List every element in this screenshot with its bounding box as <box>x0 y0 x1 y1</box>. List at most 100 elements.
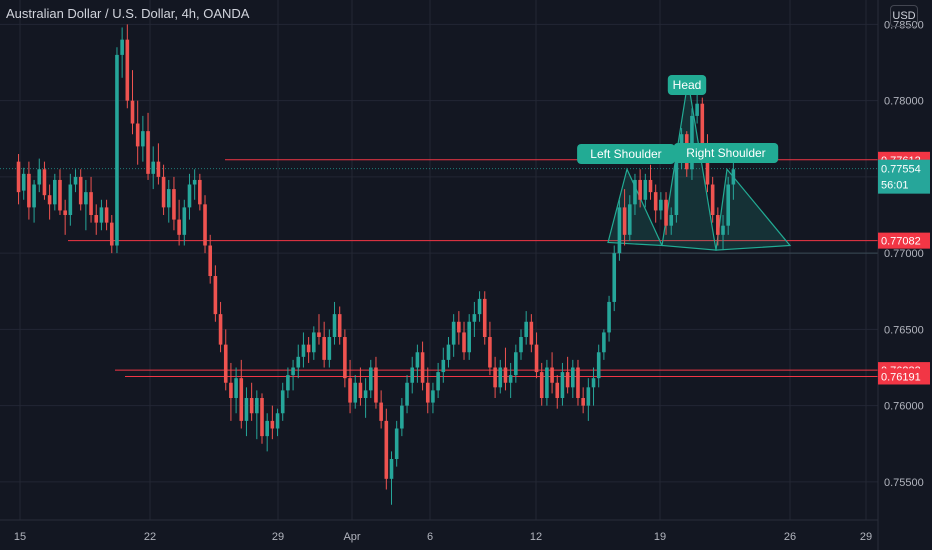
candle[interactable] <box>21 167 26 200</box>
candle[interactable] <box>643 173 648 208</box>
candle[interactable] <box>115 47 119 254</box>
candle[interactable] <box>607 295 611 342</box>
candle[interactable] <box>104 199 109 231</box>
candle[interactable] <box>648 164 653 200</box>
candle[interactable] <box>353 375 358 409</box>
candle[interactable] <box>99 199 104 231</box>
candle[interactable] <box>565 356 570 394</box>
candle[interactable] <box>358 367 363 406</box>
candle[interactable] <box>472 301 477 338</box>
candle[interactable] <box>125 24 130 109</box>
candle[interactable] <box>550 352 554 394</box>
candle[interactable] <box>425 367 430 414</box>
candle[interactable] <box>659 192 663 220</box>
candle[interactable] <box>405 375 409 414</box>
candle[interactable] <box>446 337 451 368</box>
candle[interactable] <box>368 359 373 399</box>
candle[interactable] <box>524 311 528 345</box>
candle[interactable] <box>130 70 135 135</box>
candle[interactable] <box>120 27 124 78</box>
candle[interactable] <box>710 176 715 223</box>
candle[interactable] <box>529 314 534 353</box>
candle[interactable] <box>213 265 218 322</box>
candle[interactable] <box>327 329 332 368</box>
candle[interactable] <box>731 161 736 200</box>
candle[interactable] <box>462 321 466 360</box>
candle[interactable] <box>596 344 601 388</box>
candle[interactable] <box>721 215 725 251</box>
candle[interactable] <box>218 301 223 353</box>
candle[interactable] <box>451 314 456 357</box>
candle[interactable] <box>32 179 36 223</box>
candle[interactable] <box>187 173 192 220</box>
candle[interactable] <box>322 321 326 368</box>
candle[interactable] <box>441 347 446 383</box>
candle[interactable] <box>410 356 415 394</box>
candle[interactable] <box>716 207 720 246</box>
candle[interactable] <box>89 176 93 223</box>
candle[interactable] <box>638 169 642 208</box>
candle[interactable] <box>519 329 523 360</box>
candle[interactable] <box>343 329 347 388</box>
candle[interactable] <box>400 398 404 437</box>
candle[interactable] <box>591 367 596 406</box>
candle[interactable] <box>249 382 254 421</box>
candle[interactable] <box>192 169 197 200</box>
candle[interactable] <box>581 387 585 414</box>
candle[interactable] <box>182 199 187 246</box>
candle[interactable] <box>312 326 316 360</box>
candle[interactable] <box>203 195 207 254</box>
candle[interactable] <box>296 344 301 379</box>
candle[interactable] <box>622 189 627 246</box>
candle[interactable] <box>477 291 482 322</box>
candle[interactable] <box>467 314 471 360</box>
candle[interactable] <box>514 344 518 383</box>
candle[interactable] <box>482 291 487 345</box>
candle[interactable] <box>141 115 145 162</box>
candle[interactable] <box>700 97 705 150</box>
candle[interactable] <box>695 93 699 124</box>
candle[interactable] <box>617 199 622 261</box>
candle[interactable] <box>78 169 83 211</box>
candle[interactable] <box>560 362 565 406</box>
candle[interactable] <box>726 176 730 235</box>
candle[interactable] <box>275 408 280 437</box>
candle[interactable] <box>16 154 21 205</box>
candle[interactable] <box>306 337 311 363</box>
candle[interactable] <box>151 146 156 190</box>
candle[interactable] <box>415 344 420 383</box>
candle[interactable] <box>379 390 383 429</box>
candle[interactable] <box>498 359 503 394</box>
candle[interactable] <box>234 367 238 414</box>
candle[interactable] <box>586 378 591 421</box>
candle[interactable] <box>84 179 88 231</box>
candle[interactable] <box>576 359 580 406</box>
candle[interactable] <box>317 314 321 345</box>
candle[interactable] <box>394 420 399 467</box>
candle[interactable] <box>161 164 166 216</box>
candle[interactable] <box>612 245 617 312</box>
candle[interactable] <box>198 173 202 211</box>
candle[interactable] <box>286 367 290 399</box>
candle[interactable] <box>374 356 378 409</box>
candle[interactable] <box>27 161 31 220</box>
candle[interactable] <box>166 179 171 223</box>
candle[interactable] <box>135 100 140 165</box>
candle[interactable] <box>653 184 658 223</box>
candle[interactable] <box>705 134 710 193</box>
candle[interactable] <box>534 332 539 379</box>
currency-button[interactable]: USD <box>890 5 918 27</box>
candle[interactable] <box>627 195 632 241</box>
candle[interactable] <box>493 356 497 399</box>
candle[interactable] <box>260 393 264 444</box>
candle[interactable] <box>457 311 461 345</box>
candle[interactable] <box>488 321 492 376</box>
candle[interactable] <box>332 301 337 345</box>
candle[interactable] <box>177 199 181 246</box>
candle[interactable] <box>291 359 295 391</box>
candle[interactable] <box>37 158 42 193</box>
candle[interactable] <box>389 451 394 505</box>
candle[interactable] <box>555 375 560 409</box>
candle[interactable] <box>58 169 62 216</box>
candle[interactable] <box>348 359 352 414</box>
